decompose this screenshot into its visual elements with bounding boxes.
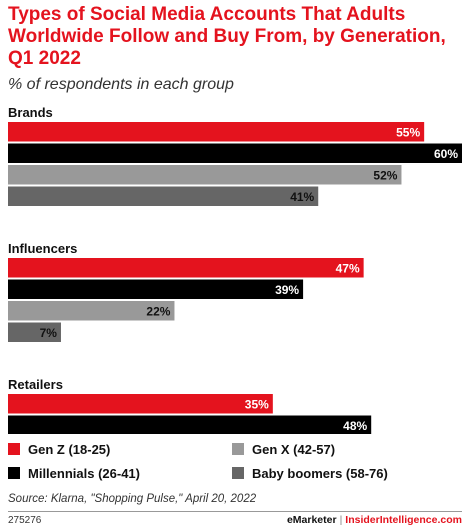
bar-retailers-series-0 xyxy=(8,394,273,414)
footer-divider xyxy=(8,511,462,512)
bar-influencers-series-3 xyxy=(8,322,61,342)
legend-item-0: Gen Z (18-25) xyxy=(8,440,110,458)
data-label-retailers-series-0: 35% xyxy=(245,397,269,411)
legend: Gen Z (18-25) Millennials (26-41) Gen X (4… xyxy=(8,440,468,484)
legend-swatch-3 xyxy=(232,467,244,479)
bar-brands-series-1 xyxy=(8,143,462,163)
chart-title: Types of Social Media Accounts That Adul… xyxy=(8,4,446,69)
chart-id: 275276 xyxy=(8,515,42,526)
legend-item-3: Baby boomers (58-76) xyxy=(232,464,388,482)
data-label-retailers-series-1: 48% xyxy=(343,419,367,433)
data-label-brands-series-1: 60% xyxy=(434,147,458,161)
brand-insider-intelligence: InsiderIntelligence.com xyxy=(345,514,462,526)
legend-label-0: Gen Z (18-25) xyxy=(28,441,111,457)
brand-emarketer: eMarketer xyxy=(286,514,337,526)
group-label-brands: Brands xyxy=(8,105,53,120)
data-label-brands-series-3: 41% xyxy=(290,190,314,204)
bar-chart: Brands 55% 60% 52% 41% Influencers 47% 39% 22% 7%… xyxy=(8,105,462,434)
data-label-influencers-series-1: 39% xyxy=(275,283,299,297)
bar-influencers-series-1 xyxy=(8,279,304,299)
brand-separator: | xyxy=(339,514,343,526)
data-label-brands-series-2: 52% xyxy=(373,168,397,182)
legend-item-2: Gen X (42-57) xyxy=(232,440,335,458)
bar-brands-series-0 xyxy=(8,122,425,142)
data-label-influencers-series-3: 7% xyxy=(40,326,58,340)
data-label-brands-series-0: 55% xyxy=(396,125,420,139)
bar-influencers-series-2 xyxy=(8,301,175,321)
group-label-influencers: Influencers xyxy=(8,241,77,256)
data-label-influencers-series-0: 47% xyxy=(336,261,360,275)
data-label-influencers-series-2: 22% xyxy=(146,304,170,318)
source-note: Source: Klarna, "Shopping Pulse," April … xyxy=(8,493,257,505)
legend-label-2: Gen X (42-57) xyxy=(252,441,336,457)
bar-brands-series-3 xyxy=(8,186,319,206)
bar-brands-series-2 xyxy=(8,165,402,185)
bar-retailers-series-1 xyxy=(8,415,372,434)
legend-swatch-1 xyxy=(8,467,20,479)
bar-influencers-series-0 xyxy=(8,258,364,278)
chart-subtitle: % of respondents in each group xyxy=(8,76,234,93)
legend-label-3: Baby boomers (58-76) xyxy=(252,465,388,481)
group-label-retailers: Retailers xyxy=(8,377,63,392)
legend-swatch-2 xyxy=(232,443,244,455)
legend-item-1: Millennials (26-41) xyxy=(8,464,140,482)
legend-label-1: Millennials (26-41) xyxy=(28,465,140,481)
legend-swatch-0 xyxy=(8,443,20,455)
footer-brand: eMarketer | InsiderIntelligence.com xyxy=(287,514,462,526)
